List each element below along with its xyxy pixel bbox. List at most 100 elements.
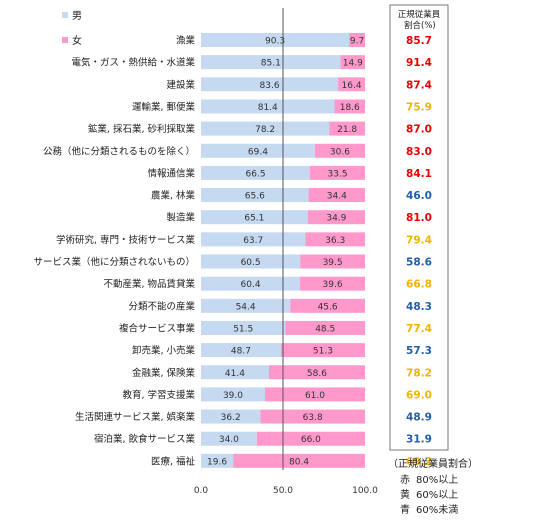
bar-female-10 [300, 254, 365, 269]
ratio-legend-text-red: 80%以上 [416, 474, 458, 486]
bar-female-7 [308, 188, 365, 203]
data-label-male-3: 81.4 [258, 103, 278, 113]
legend-swatch-male [62, 12, 68, 18]
ratio-legend-text-yellow: 60%以上 [416, 489, 458, 501]
data-label-female-1: 14.9 [343, 59, 363, 69]
bar-male-15 [201, 365, 269, 380]
data-label-female-2: 16.4 [342, 81, 362, 91]
ratio-value-7: 46.0 [406, 190, 432, 202]
data-label-female-8: 34.9 [326, 214, 346, 224]
bar-female-19 [233, 453, 365, 468]
bar-female-3 [334, 99, 365, 114]
category-label-17: 生活関連サービス業, 娯楽業 [75, 411, 196, 423]
ratio-value-2: 87.4 [406, 79, 432, 91]
data-label-male-8: 65.1 [244, 214, 264, 224]
data-label-male-10: 60.5 [241, 258, 261, 268]
data-label-female-4: 21.8 [337, 125, 357, 135]
data-label-female-17: 63.8 [303, 413, 323, 423]
bar-female-1 [340, 55, 365, 70]
bar-female-16 [264, 387, 365, 402]
category-label-14: 卸売業, 小売業 [132, 345, 196, 357]
data-label-male-6: 66.5 [246, 169, 266, 179]
category-label-4: 鉱業, 採石業, 砂利採取業 [88, 123, 196, 135]
ratio-value-5: 83.0 [406, 146, 432, 158]
ratio-value-17: 48.9 [406, 412, 432, 424]
bar-male-19 [201, 453, 234, 468]
bar-female-17 [260, 409, 365, 424]
bar-male-1 [201, 55, 341, 70]
bar-male-18 [201, 431, 257, 446]
bar-male-10 [201, 254, 301, 269]
data-label-male-9: 63.7 [243, 236, 263, 246]
bar-male-7 [201, 188, 309, 203]
data-label-female-0: 9.7 [350, 37, 364, 47]
bar-male-8 [201, 210, 308, 225]
ratio-value-8: 81.0 [406, 212, 432, 224]
ratio-column-header-line2: 割合(%) [404, 20, 436, 31]
ratio-legend-text-blue: 60%未満 [416, 504, 458, 516]
bar-male-3 [201, 99, 335, 114]
ratio-legend-mark-red: 赤 [400, 474, 410, 486]
category-label-16: 教育, 学習支援業 [122, 389, 195, 401]
data-label-male-13: 51.5 [233, 324, 253, 334]
bar-female-9 [305, 232, 365, 247]
data-label-female-9: 36.3 [325, 236, 345, 246]
bar-female-8 [307, 210, 365, 225]
ratio-column-header-line1: 正規従業員 [398, 9, 441, 20]
data-label-male-5: 69.4 [248, 147, 268, 157]
category-label-8: 製造業 [166, 212, 195, 224]
data-label-male-12: 54.4 [236, 302, 256, 312]
category-label-12: 分類不能の産業 [128, 300, 195, 312]
ratio-legend-title: （正規従業員割合） [388, 457, 478, 470]
ratio-value-0: 85.7 [406, 35, 432, 47]
bar-male-0 [201, 33, 350, 47]
data-label-female-16: 61.0 [305, 391, 325, 401]
bar-male-13 [201, 320, 286, 335]
bar-female-12 [290, 298, 365, 313]
category-label-7: 農業, 林業 [151, 190, 196, 202]
ratio-legend-mark-yellow: 黄 [400, 488, 410, 501]
ratio-value-12: 48.3 [406, 301, 432, 313]
bar-female-0 [349, 33, 365, 47]
bar-male-5 [201, 143, 315, 158]
bar-female-5 [314, 143, 365, 158]
bar-male-17 [201, 409, 261, 424]
data-label-male-18: 34.0 [219, 435, 239, 445]
bar-male-12 [201, 298, 291, 313]
category-label-13: 複合サービス事業 [119, 322, 196, 334]
data-label-female-12: 45.6 [318, 302, 338, 312]
data-label-male-15: 41.4 [225, 369, 245, 379]
data-label-male-2: 83.6 [260, 81, 280, 91]
ratio-value-3: 75.9 [406, 101, 432, 113]
category-label-9: 学術研究, 専門・技術サービス業 [56, 234, 196, 246]
bar-female-6 [310, 165, 365, 180]
bar-female-2 [338, 77, 365, 92]
ratio-legend-mark-blue: 青 [400, 503, 410, 516]
ratio-column-frame [389, 4, 449, 451]
bar-female-4 [329, 121, 365, 136]
category-label-0: 漁業 [176, 35, 196, 47]
data-label-female-15: 58.6 [307, 369, 327, 379]
ratio-value-9: 79.4 [406, 234, 432, 246]
bar-female-13 [285, 320, 365, 335]
bar-female-18 [256, 431, 365, 446]
data-label-female-14: 51.3 [313, 347, 333, 357]
ratio-value-1: 91.4 [406, 57, 432, 69]
bar-male-2 [201, 77, 339, 92]
data-label-female-18: 66.0 [301, 435, 321, 445]
ratio-value-14: 57.3 [406, 345, 432, 357]
legend-label-female: 女 [72, 34, 82, 47]
category-label-6: 情報通信業 [147, 167, 195, 179]
data-label-female-5: 30.6 [330, 147, 350, 157]
data-label-male-14: 48.7 [231, 347, 251, 357]
x-tick-label-0: 0.0 [194, 486, 209, 496]
data-label-male-16: 39.0 [223, 391, 243, 401]
category-label-2: 建設業 [166, 79, 195, 91]
legend-swatch-female [62, 37, 68, 43]
data-label-male-1: 85.1 [261, 59, 281, 69]
x-tick-label-50: 50.0 [273, 486, 293, 496]
bar-female-15 [268, 365, 365, 380]
category-label-18: 宿泊業, 飲食サービス業 [94, 433, 196, 445]
ratio-value-6: 84.1 [406, 168, 432, 180]
ratio-value-19: 69.2 [406, 456, 432, 468]
